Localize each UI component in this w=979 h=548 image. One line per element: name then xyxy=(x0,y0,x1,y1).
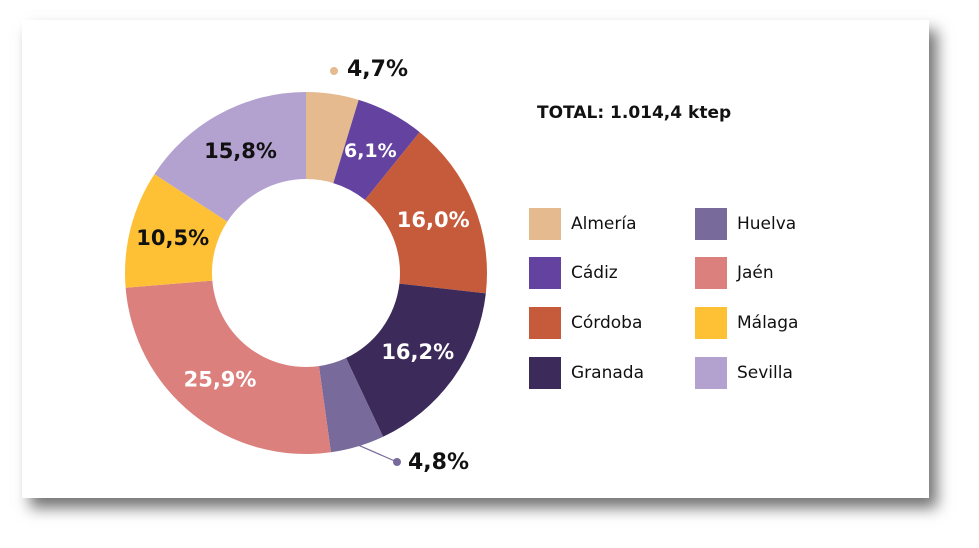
donut-slice-cadiz xyxy=(333,99,420,200)
data-label: 6,1% xyxy=(344,140,397,162)
legend-label: Cádiz xyxy=(571,263,618,283)
data-label: 15,8% xyxy=(204,139,277,163)
data-label: 4,7% xyxy=(347,57,408,82)
legend-label: Málaga xyxy=(737,313,799,333)
legend-item-jaen: Jaén xyxy=(695,257,774,289)
legend-label: Córdoba xyxy=(571,313,643,333)
legend-swatch xyxy=(529,357,561,389)
legend-swatch xyxy=(695,357,727,389)
total-label: TOTAL: 1.014,4 ktep xyxy=(537,103,732,123)
donut-slice-granada xyxy=(346,283,486,437)
data-label: 4,8% xyxy=(408,450,469,475)
legend-swatch xyxy=(529,307,561,339)
legend-swatch xyxy=(529,257,561,289)
legend-item-sevilla: Sevilla xyxy=(695,357,793,389)
donut-slice-jaen xyxy=(125,280,331,454)
data-label: 25,9% xyxy=(184,367,257,391)
legend-swatch xyxy=(695,307,727,339)
legend-item-almeria: Almería xyxy=(529,208,637,240)
leader-dot xyxy=(330,67,338,75)
donut-slice-huelva xyxy=(318,358,384,453)
legend-label: Granada xyxy=(571,363,644,383)
data-label: 10,5% xyxy=(136,226,209,250)
legend-swatch xyxy=(695,208,727,240)
legend: Almería Huelva Cádiz Jaén Córdoba Málaga… xyxy=(529,208,829,398)
legend-item-huelva: Huelva xyxy=(695,208,796,240)
legend-item-cordoba: Córdoba xyxy=(529,307,642,339)
leader-line xyxy=(356,444,398,463)
legend-item-malaga: Málaga xyxy=(695,307,798,339)
donut-slice-sevilla xyxy=(154,92,306,222)
legend-item-granada: Granada xyxy=(529,357,644,389)
legend-label: Huelva xyxy=(737,214,797,234)
donut-slice-almeria xyxy=(306,92,359,184)
legend-label: Jaén xyxy=(737,263,774,283)
data-label: 16,0% xyxy=(397,208,470,232)
legend-swatch xyxy=(529,208,561,240)
legend-label: Sevilla xyxy=(737,363,793,383)
donut-slice-cordoba xyxy=(365,132,487,294)
legend-label: Almería xyxy=(571,214,637,234)
legend-swatch xyxy=(695,257,727,289)
donut-slice-malaga xyxy=(125,174,228,288)
legend-item-cadiz: Cádiz xyxy=(529,257,618,289)
data-label: 16,2% xyxy=(381,340,454,364)
